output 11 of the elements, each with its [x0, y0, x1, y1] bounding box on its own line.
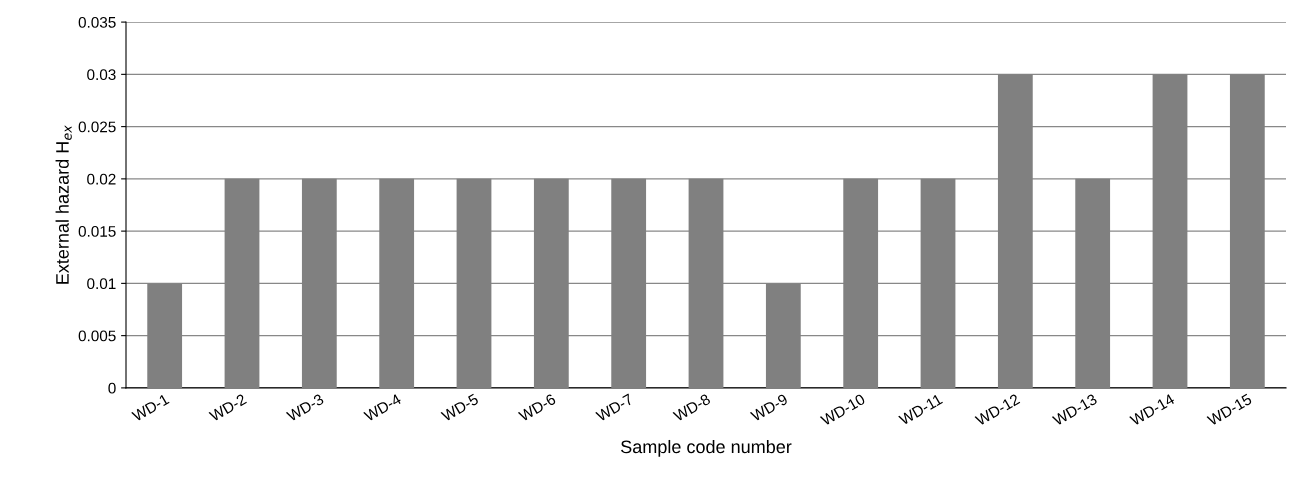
- y-tick-label: 0.035: [78, 16, 116, 28]
- y-tick-label: 0.015: [78, 225, 116, 237]
- x-tick-label: WD-1: [131, 393, 170, 422]
- y-tick-label: 0.01: [87, 278, 116, 290]
- x-axis-title: Sample code number: [621, 439, 792, 457]
- y-tick-label: 0.03: [87, 69, 116, 81]
- y-tick-label: 0.005: [78, 330, 116, 342]
- y-tick-label: 0: [108, 382, 116, 394]
- y-axis-title: External hazard H$_{ex}$: [55, 125, 72, 284]
- y-tick-label: 0.02: [87, 173, 116, 185]
- y-tick-label: 0.025: [78, 121, 116, 133]
